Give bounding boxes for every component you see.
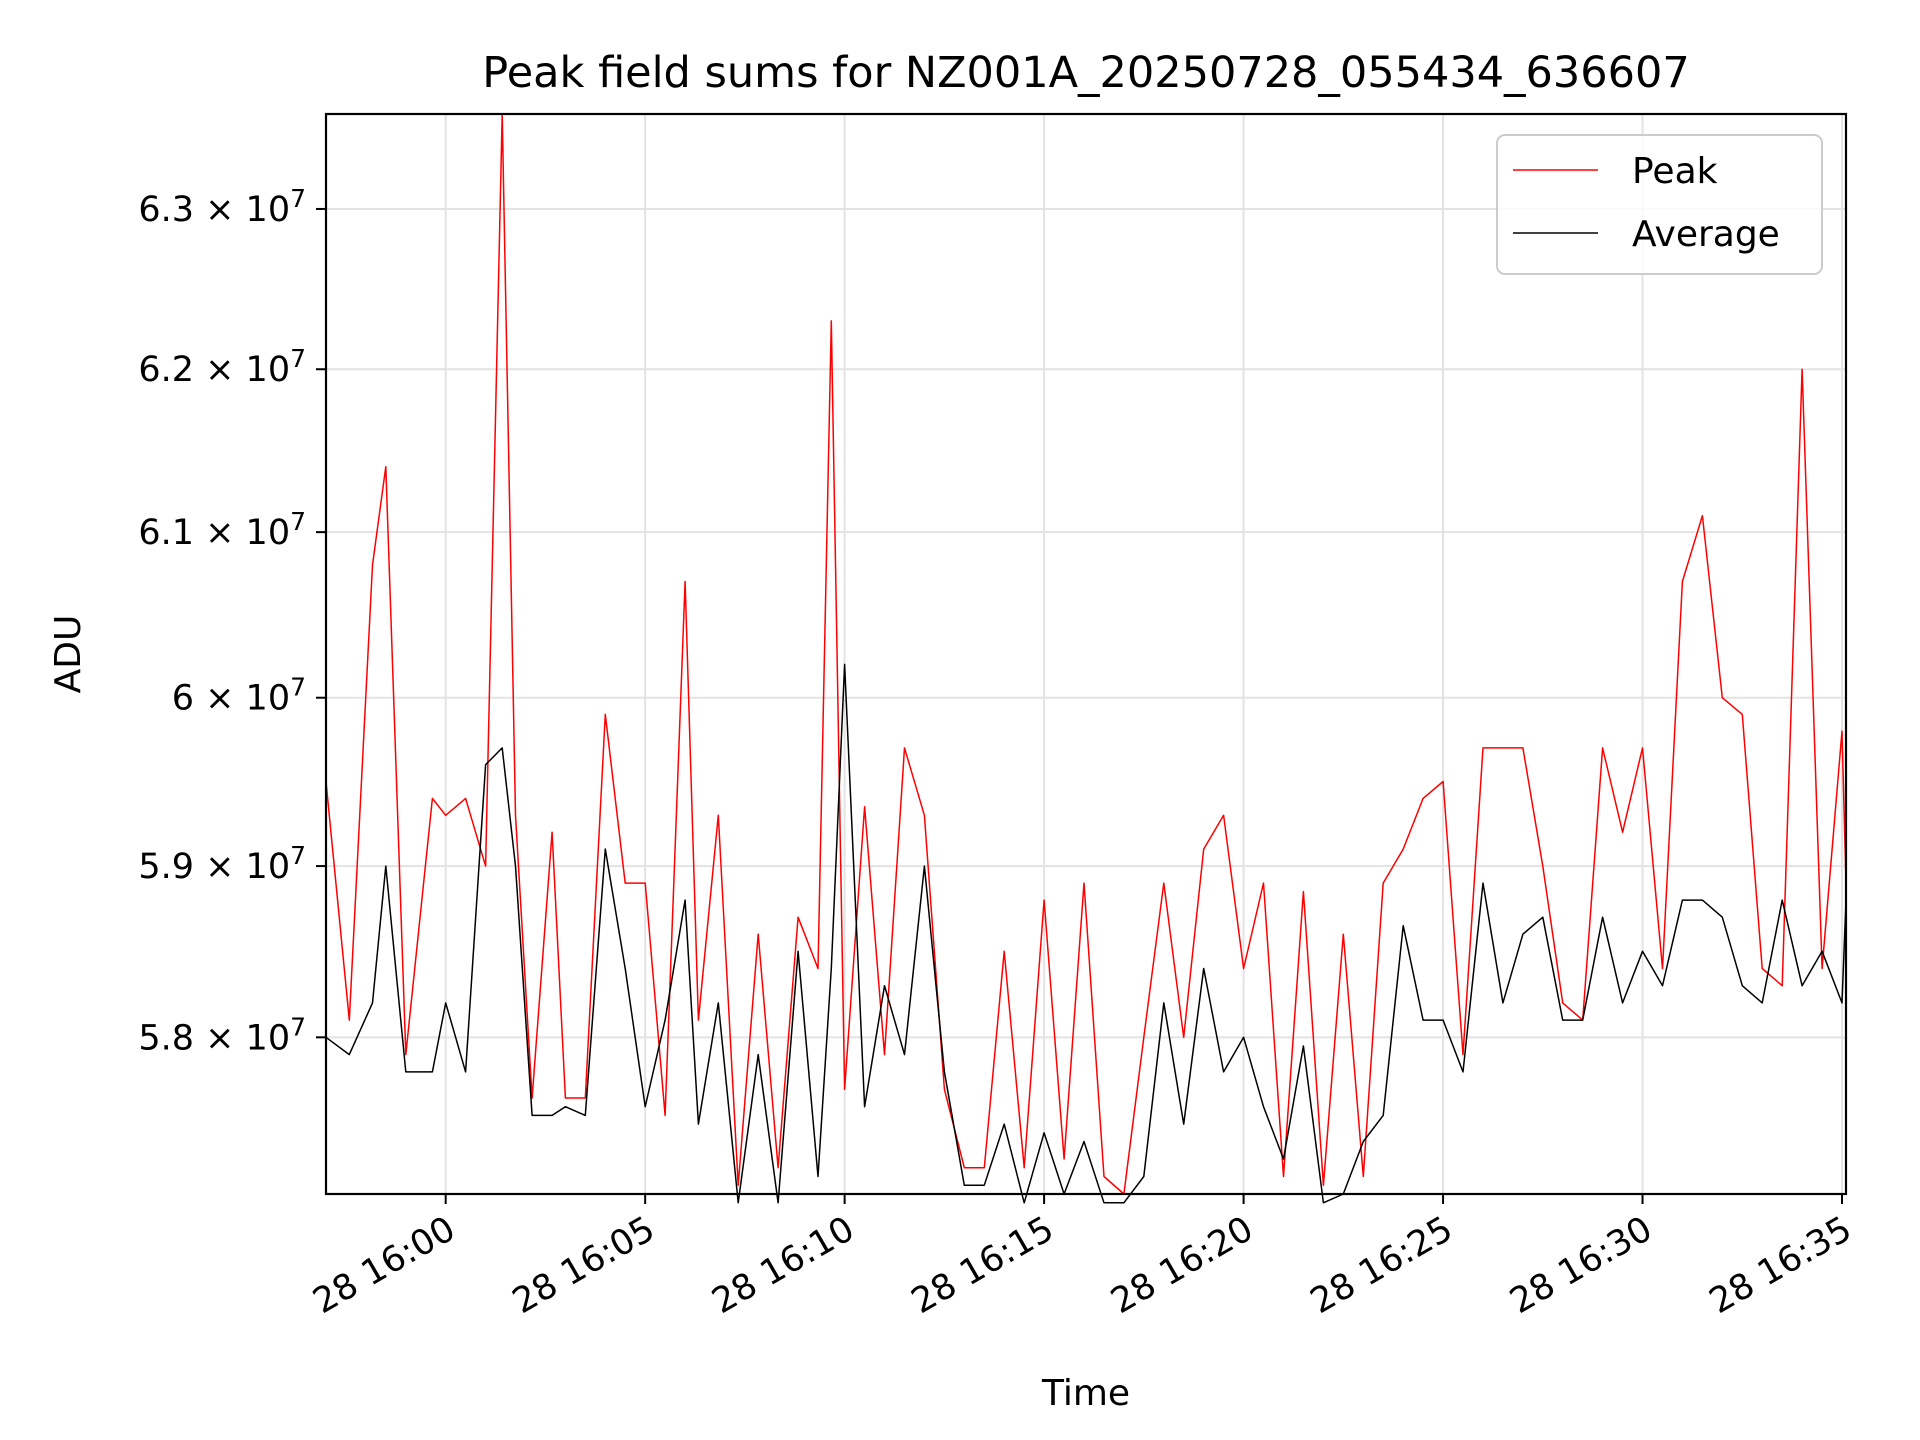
series-average-line bbox=[325, 663, 1847, 1204]
legend-average-label: Average bbox=[1632, 214, 1780, 255]
legend-peak-label: Peak bbox=[1632, 151, 1718, 192]
x-axis-label: Time bbox=[1041, 1373, 1130, 1414]
grid bbox=[326, 114, 1846, 1194]
legend: Peak Average bbox=[1496, 134, 1823, 275]
y-tick-label: 5.8 × 107 bbox=[138, 1012, 306, 1058]
chart-title: Peak field sums for NZ001A_20250728_0554… bbox=[482, 48, 1689, 98]
series-peak-line bbox=[325, 113, 1847, 1195]
y-tick-label: 6.2 × 107 bbox=[138, 344, 306, 390]
plot-frame bbox=[324, 112, 1848, 1196]
y-axis-label: ADU bbox=[48, 615, 89, 694]
y-tick-label: 5.9 × 107 bbox=[138, 841, 306, 887]
y-tick-label: 6 × 107 bbox=[172, 673, 306, 719]
y-axis: 5.8 × 107 5.9 × 107 6 × 107 6.1 × 107 6.2 × … bbox=[138, 184, 326, 1058]
y-tick-label: 6.1 × 107 bbox=[138, 507, 306, 553]
y-tick-label: 6.3 × 107 bbox=[138, 184, 306, 230]
series-layer bbox=[325, 113, 1847, 1204]
